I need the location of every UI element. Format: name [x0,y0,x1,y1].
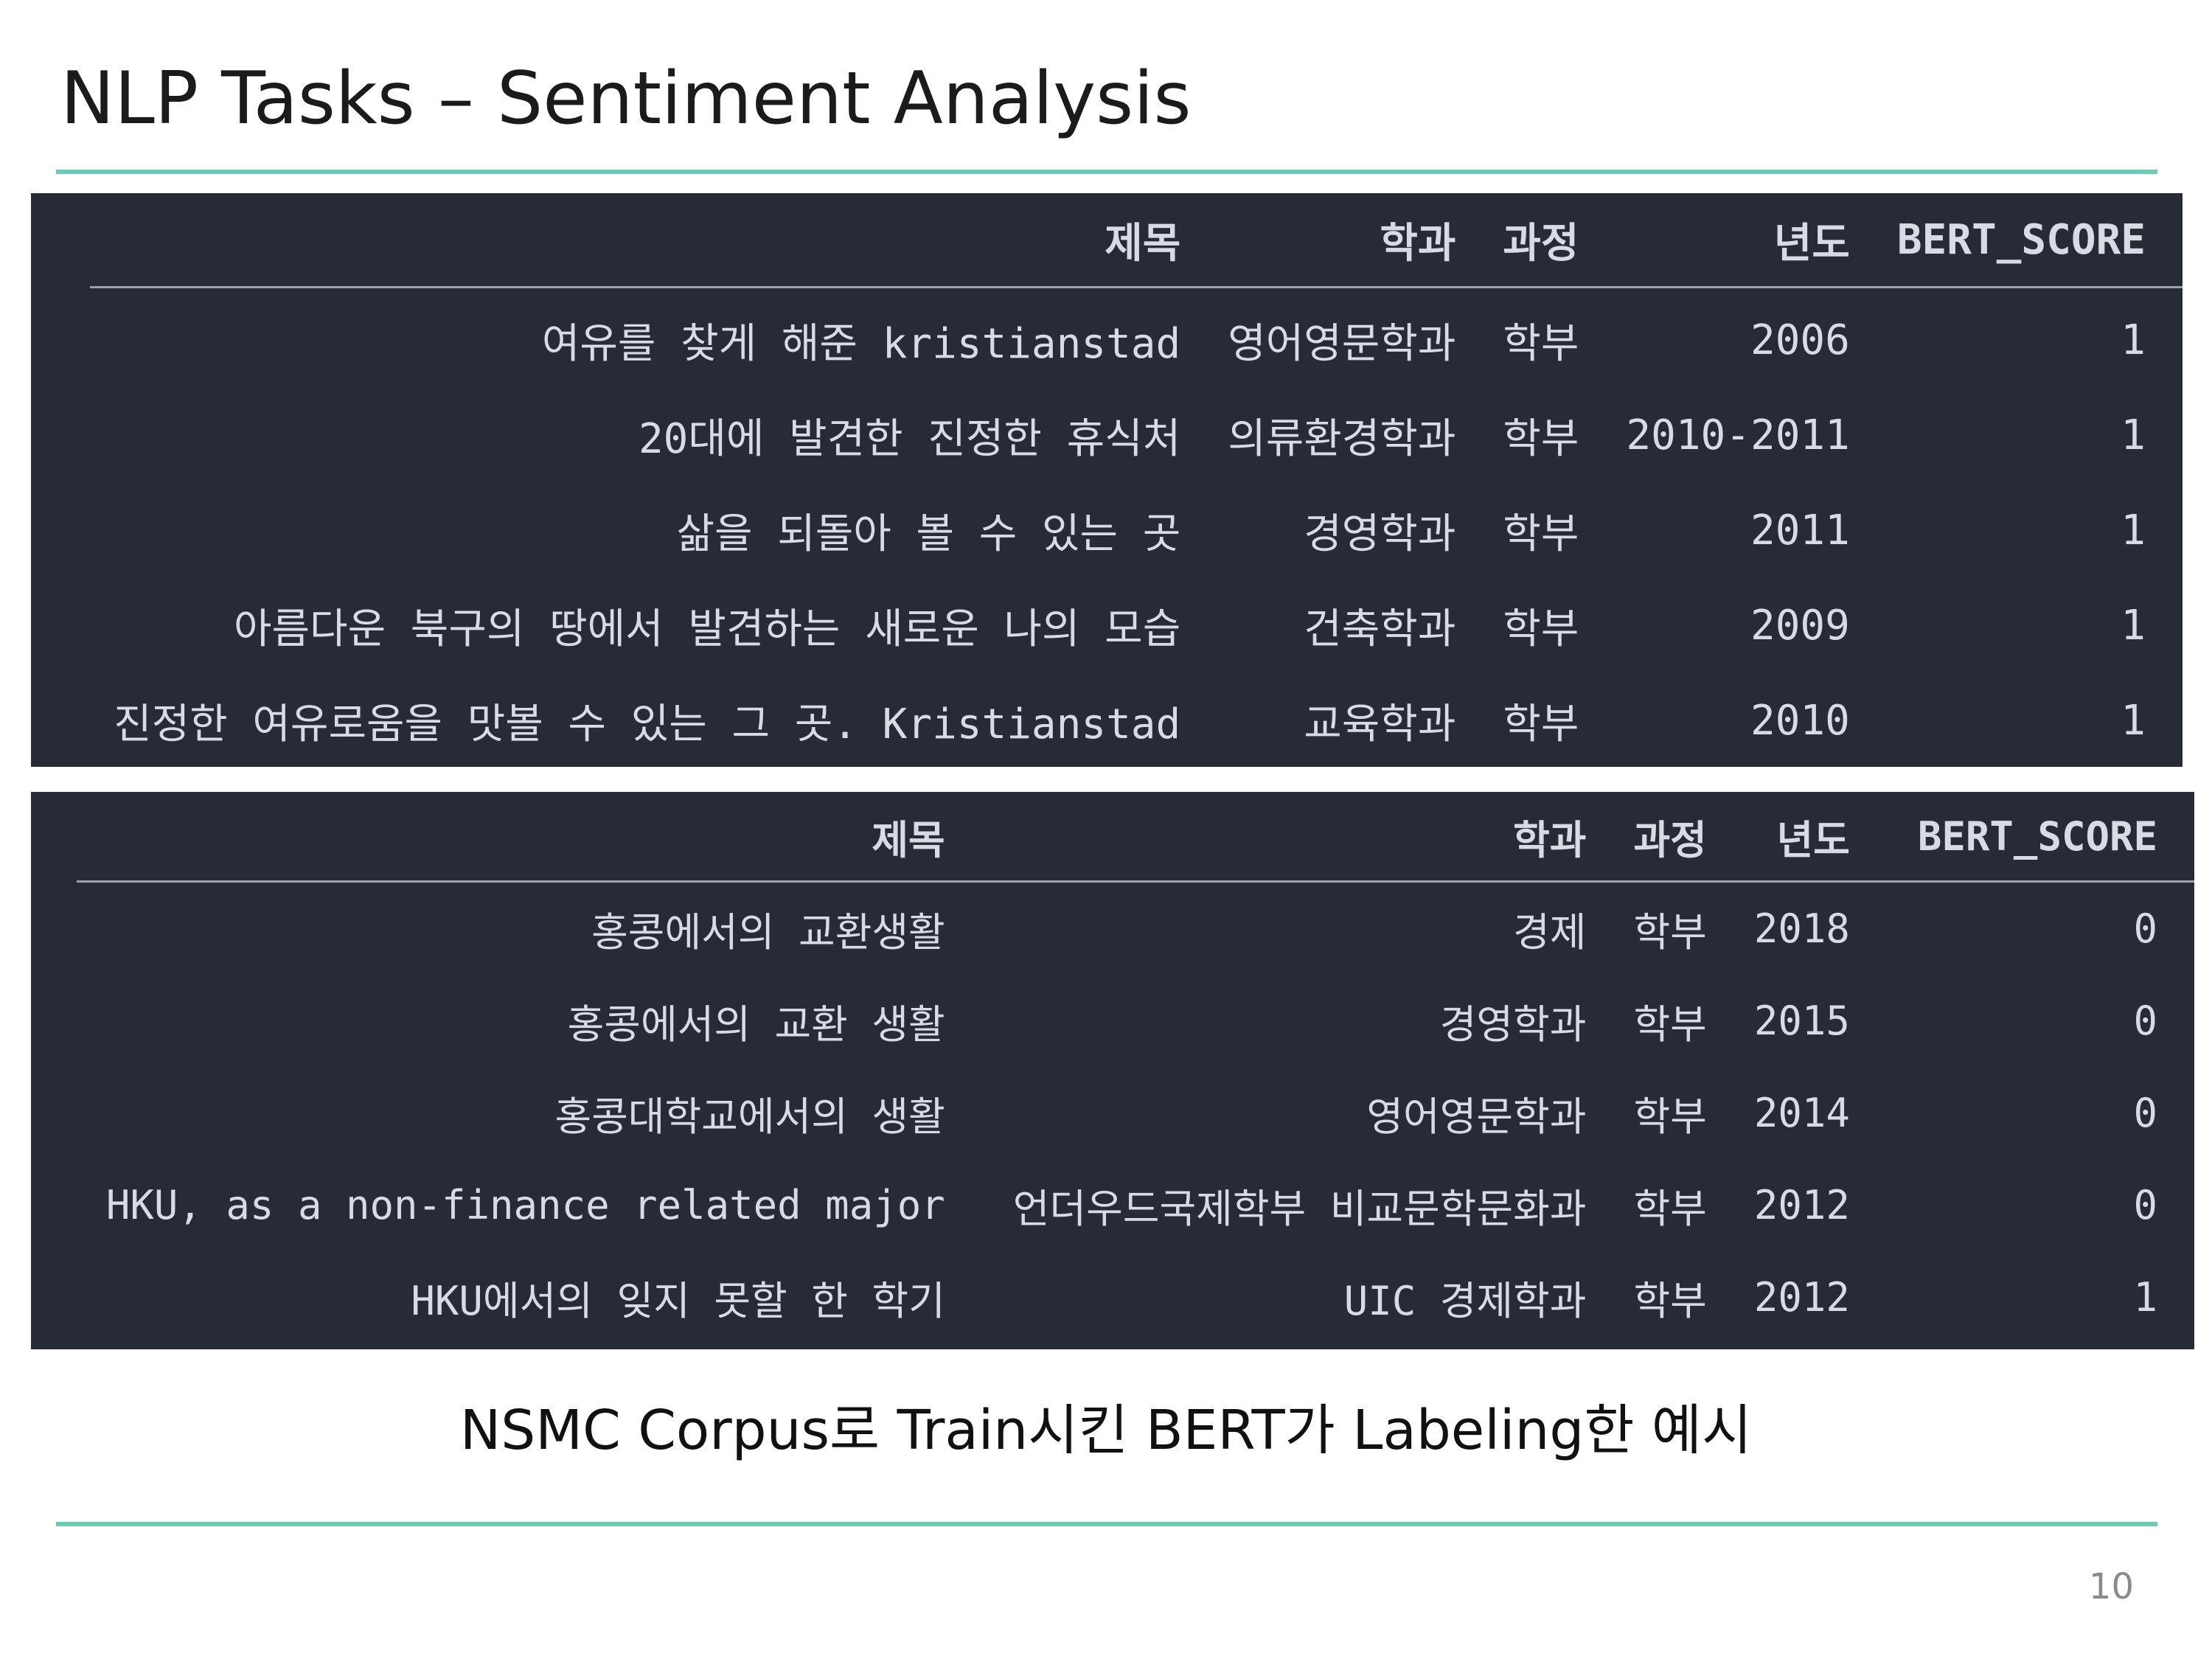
cell-year: 2015 [1753,998,1850,1044]
cell-course: 학부 [1503,605,1579,653]
column-header-dept: 학과 [1204,193,1480,288]
cell-dept: 언더우드국제학부 비교문학문화과 [1012,1186,1587,1232]
cell-course: 학부 [1503,320,1579,368]
cell-title: 홍콩에서의 교환생활 [591,909,945,956]
cell-year: 2010-2011 [1626,411,1850,459]
footer-divider [56,1522,2157,1526]
cell-score: 1 [2121,316,2146,364]
cell-course: 학부 [1503,700,1579,748]
column-header-title: 제목 [76,792,969,883]
column-header-course: 과정 [1479,193,1603,288]
table-row: HKU, as a non-finance related major 언더우드… [77,1159,2194,1251]
cell-dept: 경영학과 [1439,1001,1587,1048]
cell-title: 삶을 되돌아 볼 수 있는 곳 [676,510,1181,558]
page-number: 10 [2088,1566,2134,1607]
column-header-score: BERT_SCORE [1873,792,2194,883]
column-header-title: 제목 [90,193,1205,288]
cell-dept: 경영학과 [1304,510,1456,558]
slide-title: NLP Tasks – Sentiment Analysis [60,57,1192,141]
column-header-year: 년도 [1730,792,1874,883]
cell-course: 학부 [1503,510,1579,558]
table-row: HKU에서의 잊지 못할 한 학기 UIC 경제학과 학부 2012 1 [77,1251,2194,1343]
cell-title: HKU에서의 잊지 못할 한 학기 [411,1278,945,1324]
cell-year: 2018 [1753,905,1850,952]
cell-year: 2012 [1753,1274,1850,1321]
cell-course: 학부 [1633,1278,1707,1324]
cell-score: 1 [2133,1274,2157,1321]
table-row: 홍콩에서의 교환 생활 경영학과 학부 2015 0 [77,975,2194,1067]
cell-title: HKU, as a non-finance related major [105,1182,945,1228]
cell-dept: 영어영문학과 [1366,1093,1587,1140]
table-row: 20대에 발견한 진정한 휴식처 의류환경학과 학부 2010-2011 1 [90,388,2183,483]
cell-dept: 교육학과 [1304,700,1456,748]
cell-title: 아름다운 북구의 땅에서 발견하는 새로운 나의 모습 [234,605,1181,653]
cell-dept: 건축학과 [1304,605,1456,653]
cell-dept: 의류환경학과 [1228,415,1456,463]
cell-year: 2006 [1750,316,1850,364]
cell-score: 0 [2133,905,2157,952]
cell-score: 0 [2133,998,2157,1044]
table-header-row: 제목 학과 과정 년도 BERT_SCORE [76,792,2194,883]
cell-course: 학부 [1633,909,1707,956]
cell-score: 1 [2121,602,2146,650]
results-table-1: 제목 학과 과정 년도 BERT_SCORE 여유를 찾게 해준 kristia… [90,193,2183,767]
slide-caption: NSMC Corpus로 Train시킨 BERT가 Labeling한 예시 [459,1399,1753,1462]
cell-course: 학부 [1633,1001,1707,1048]
table-row: 여유를 찾게 해준 kristianstad 영어영문학과 학부 2006 1 [90,288,2183,389]
table-row: 진정한 여유로움을 맛볼 수 있는 그 곳. Kristianstad 교육학과… [90,673,2183,767]
cell-title: 20대에 발견한 진정한 휴식처 [638,415,1181,463]
column-header-year: 년도 [1602,193,1874,288]
cell-year: 2012 [1753,1182,1850,1228]
cell-course: 학부 [1633,1186,1707,1232]
cell-score: 1 [2121,507,2146,554]
column-header-course: 과정 [1610,792,1731,883]
cell-title: 진정한 여유로움을 맛볼 수 있는 그 곳. Kristianstad [114,700,1181,748]
results-table-2: 제목 학과 과정 년도 BERT_SCORE 홍콩에서의 교환생활 경제 학부 … [76,792,2194,1343]
cell-dept: 영어영문학과 [1228,320,1456,368]
cell-dept: 경제 [1513,909,1587,956]
table-row: 홍콩에서의 교환생활 경제 학부 2018 0 [77,882,2194,975]
cell-dept: UIC 경제학과 [1343,1278,1587,1324]
column-header-dept: 학과 [968,792,1610,883]
cell-year: 2011 [1750,507,1850,554]
cell-score: 1 [2121,697,2146,745]
dataframe-positive: 제목 학과 과정 년도 BERT_SCORE 여유를 찾게 해준 kristia… [31,193,2183,767]
table-row: 삶을 되돌아 볼 수 있는 곳 경영학과 학부 2011 1 [90,483,2183,578]
cell-year: 2009 [1750,602,1850,650]
cell-title: 여유를 찾게 해준 kristianstad [541,320,1181,368]
cell-course: 학부 [1633,1093,1707,1140]
cell-year: 2014 [1753,1090,1850,1136]
cell-year: 2010 [1750,697,1850,745]
cell-title: 홍콩대학교에서의 생활 [554,1093,945,1140]
table-row: 홍콩대학교에서의 생활 영어영문학과 학부 2014 0 [77,1067,2194,1159]
title-divider [56,170,2157,174]
table-row: 아름다운 북구의 땅에서 발견하는 새로운 나의 모습 건축학과 학부 2009… [90,578,2183,673]
table-header-row: 제목 학과 과정 년도 BERT_SCORE [90,193,2183,288]
cell-score: 1 [2121,411,2146,459]
cell-title: 홍콩에서의 교환 생활 [567,1001,945,1048]
dataframe-negative: 제목 학과 과정 년도 BERT_SCORE 홍콩에서의 교환생활 경제 학부 … [31,792,2194,1349]
cell-course: 학부 [1503,415,1579,463]
column-header-score: BERT_SCORE [1873,193,2183,288]
cell-score: 0 [2133,1090,2157,1136]
cell-score: 0 [2133,1182,2157,1228]
